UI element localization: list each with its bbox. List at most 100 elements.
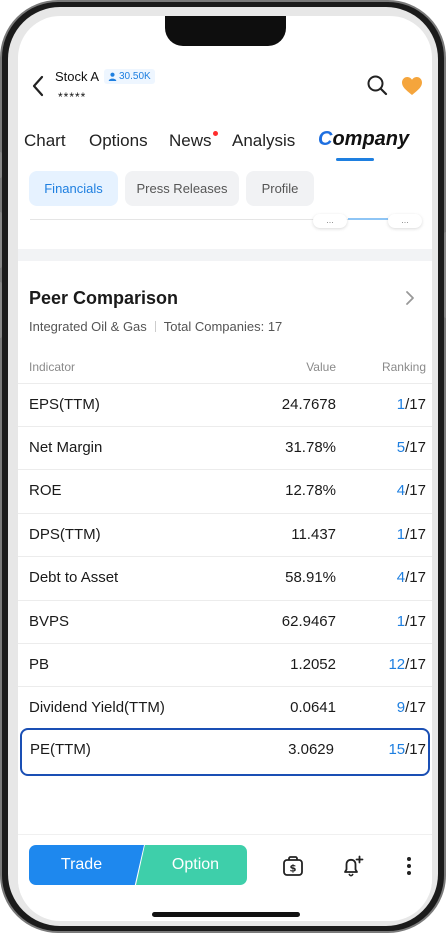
indicator-name: DPS(TTM) bbox=[29, 526, 101, 543]
alert-bell-add-icon[interactable] bbox=[340, 854, 364, 878]
favorite-heart-icon[interactable] bbox=[401, 76, 423, 96]
indicator-rank: 4/17 bbox=[397, 569, 426, 586]
indicator-name: BVPS bbox=[29, 613, 70, 630]
rank-position: 1 bbox=[396, 613, 406, 630]
followers-badge: 30.50K bbox=[104, 69, 155, 84]
peer-comparison-title[interactable]: Peer Comparison bbox=[29, 288, 179, 308]
subtab-press-releases[interactable]: Press Releases bbox=[125, 171, 239, 206]
peer-subtitle: Integrated Oil & Gas Total Companies: 17 bbox=[29, 319, 282, 334]
active-tab-indicator bbox=[336, 158, 374, 161]
industry-label: Integrated Oil & Gas bbox=[29, 319, 147, 334]
chart-tooltip-pill: ... bbox=[388, 214, 422, 228]
separator bbox=[154, 321, 156, 332]
rank-position: 5 bbox=[396, 439, 406, 456]
indicator-rank: 4/17 bbox=[397, 482, 426, 499]
indicator-rank: 1/17 bbox=[397, 526, 426, 543]
total-companies: Total Companies: 17 bbox=[163, 319, 283, 334]
table-row[interactable]: Net Margin 31.78% 5/17 bbox=[18, 426, 432, 469]
table-row[interactable]: DPS(TTM) 11.437 1/17 bbox=[18, 513, 432, 556]
value-header: Value bbox=[306, 360, 336, 374]
indicator-name: ROE bbox=[29, 482, 62, 499]
table-row[interactable]: BVPS 62.9467 1/17 bbox=[18, 600, 432, 643]
volume-down-button bbox=[0, 282, 2, 338]
stock-name: Stock A bbox=[55, 69, 100, 84]
rank-total: /17 bbox=[405, 396, 426, 413]
tab-news[interactable]: News bbox=[169, 131, 212, 150]
back-arrow-icon[interactable] bbox=[30, 74, 46, 98]
indicator-value: 1.2052 bbox=[290, 656, 336, 673]
table-row[interactable]: ROE 12.78% 4/17 bbox=[18, 469, 432, 512]
indicator-name: Net Margin bbox=[29, 439, 103, 456]
indicator-rank: 15/17 bbox=[388, 741, 426, 758]
chart-tooltip-pill: ... bbox=[313, 214, 347, 228]
tab-company[interactable]: Company bbox=[318, 128, 410, 150]
indicator-name: Debt to Asset bbox=[29, 569, 119, 586]
followers-count: 30.50K bbox=[119, 71, 151, 82]
indicator-rank: 5/17 bbox=[397, 439, 426, 456]
more-vertical-icon[interactable] bbox=[397, 854, 421, 878]
table-row[interactable]: PB 1.2052 12/17 bbox=[18, 643, 432, 686]
trade-button[interactable]: Trade bbox=[29, 845, 144, 885]
power-button bbox=[444, 232, 446, 318]
tab-options[interactable]: Options bbox=[89, 131, 148, 150]
notch bbox=[165, 16, 286, 46]
table-row[interactable]: Debt to Asset 58.91% 4/17 bbox=[18, 556, 432, 599]
main-tabs: Chart Options News Analysis Company bbox=[18, 124, 432, 164]
svg-text:$: $ bbox=[290, 864, 297, 875]
indicator-name: EPS(TTM) bbox=[29, 396, 100, 413]
stock-code: ***** bbox=[58, 90, 87, 104]
rank-position: 12 bbox=[388, 656, 406, 673]
rank-total: /17 bbox=[405, 741, 426, 758]
indicator-value: 31.78% bbox=[285, 439, 336, 456]
rank-position: 4 bbox=[396, 482, 406, 499]
news-unread-dot bbox=[213, 131, 218, 136]
table-row[interactable]: Dividend Yield(TTM) 0.0641 9/17 bbox=[18, 686, 432, 729]
table-header: Indicator Value Ranking bbox=[18, 356, 432, 380]
section-divider bbox=[18, 249, 432, 261]
rank-total: /17 bbox=[405, 699, 426, 716]
chart-highlight-segment bbox=[348, 218, 388, 220]
indicator-rank: 1/17 bbox=[397, 396, 426, 413]
rank-total: /17 bbox=[405, 482, 426, 499]
rank-position: 4 bbox=[396, 569, 406, 586]
volume-up-button bbox=[0, 212, 2, 268]
subtab-financials[interactable]: Financials bbox=[29, 171, 118, 206]
rank-total: /17 bbox=[405, 569, 426, 586]
rank-total: /17 bbox=[405, 613, 426, 630]
rank-position: 15 bbox=[388, 741, 406, 758]
rank-total: /17 bbox=[405, 656, 426, 673]
stock-header: Stock A 30.50K ***** bbox=[18, 60, 432, 112]
indicator-name: PB bbox=[29, 656, 50, 673]
rank-position: 1 bbox=[396, 526, 406, 543]
mute-switch bbox=[0, 152, 2, 178]
rank-total: /17 bbox=[405, 526, 426, 543]
indicator-rank: 1/17 bbox=[397, 613, 426, 630]
indicator-name: Dividend Yield(TTM) bbox=[29, 699, 165, 716]
tab-chart[interactable]: Chart bbox=[24, 131, 66, 150]
indicator-value: 24.7678 bbox=[281, 396, 336, 413]
tab-analysis[interactable]: Analysis bbox=[232, 131, 296, 150]
rank-position: 9 bbox=[396, 699, 406, 716]
indicator-value: 11.437 bbox=[291, 526, 336, 543]
wallet-dollar-icon[interactable]: $ bbox=[281, 854, 305, 878]
screen: Stock A 30.50K ***** Chart Options News bbox=[18, 16, 432, 921]
rank-total: /17 bbox=[405, 439, 426, 456]
person-icon bbox=[108, 72, 117, 81]
indicator-value: 12.78% bbox=[285, 482, 336, 499]
indicator-name: PE(TTM) bbox=[30, 741, 91, 758]
search-icon[interactable] bbox=[366, 74, 388, 96]
option-button[interactable]: Option bbox=[136, 845, 247, 885]
indicator-value: 58.91% bbox=[285, 569, 336, 586]
indicator-rank: 12/17 bbox=[388, 656, 426, 673]
chevron-right-icon[interactable] bbox=[404, 290, 416, 306]
chart-baseline bbox=[30, 219, 420, 220]
subtab-profile[interactable]: Profile bbox=[246, 171, 314, 206]
home-indicator[interactable] bbox=[152, 912, 300, 917]
indicator-value: 0.0641 bbox=[290, 699, 336, 716]
table-row[interactable]: EPS(TTM) 24.7678 1/17 bbox=[18, 383, 432, 426]
bottom-action-bar: Trade Option $ bbox=[18, 834, 432, 895]
table-row-highlighted[interactable]: PE(TTM) 3.0629 15/17 bbox=[20, 728, 430, 776]
sub-tabs: Financials Press Releases Profile bbox=[18, 171, 432, 207]
indicator-header: Indicator bbox=[29, 360, 76, 374]
